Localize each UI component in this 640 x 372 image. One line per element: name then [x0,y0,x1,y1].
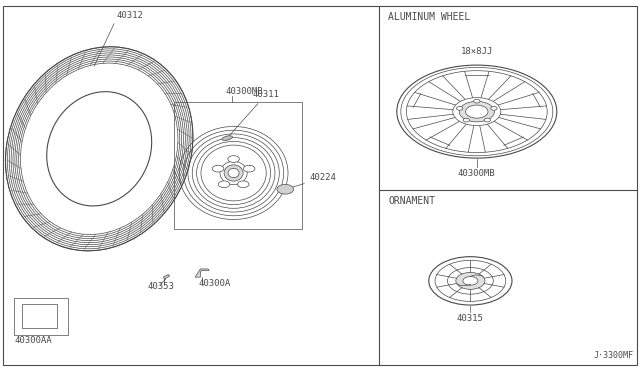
Bar [174,102,302,229]
Circle shape [456,272,485,289]
Text: 40312: 40312 [116,12,143,20]
Text: 40300MB: 40300MB [226,87,263,96]
Circle shape [429,257,512,305]
Text: 40300A: 40300A [198,279,230,288]
Circle shape [474,99,480,103]
Text: 40224: 40224 [288,173,337,189]
Text: 40353: 40353 [147,282,174,291]
Circle shape [491,106,497,110]
Text: 40300MB: 40300MB [458,169,495,177]
Ellipse shape [228,168,239,177]
Text: 40300AA: 40300AA [14,336,52,345]
Text: 18×8JJ: 18×8JJ [461,47,493,56]
Circle shape [453,98,501,126]
Circle shape [460,101,495,122]
Circle shape [218,181,230,187]
Bar [14,298,68,335]
Ellipse shape [224,165,243,181]
Circle shape [277,185,294,194]
Text: 40311: 40311 [229,90,280,136]
Circle shape [212,165,224,172]
Text: 40315: 40315 [457,314,484,323]
Circle shape [463,118,469,122]
Text: J·3300MF: J·3300MF [594,351,634,360]
Text: ORNAMENT: ORNAMENT [388,196,435,206]
Circle shape [228,155,239,162]
Circle shape [466,105,488,118]
Ellipse shape [222,136,232,140]
Polygon shape [195,269,209,277]
Ellipse shape [220,161,247,185]
Circle shape [484,118,491,122]
Ellipse shape [47,92,152,206]
Bar [22,304,57,328]
Circle shape [237,181,249,187]
Polygon shape [163,275,170,279]
Circle shape [463,276,478,285]
Circle shape [397,65,557,158]
Text: ALUMINUM WHEEL: ALUMINUM WHEEL [388,12,471,22]
Circle shape [243,165,255,172]
Circle shape [456,106,463,110]
